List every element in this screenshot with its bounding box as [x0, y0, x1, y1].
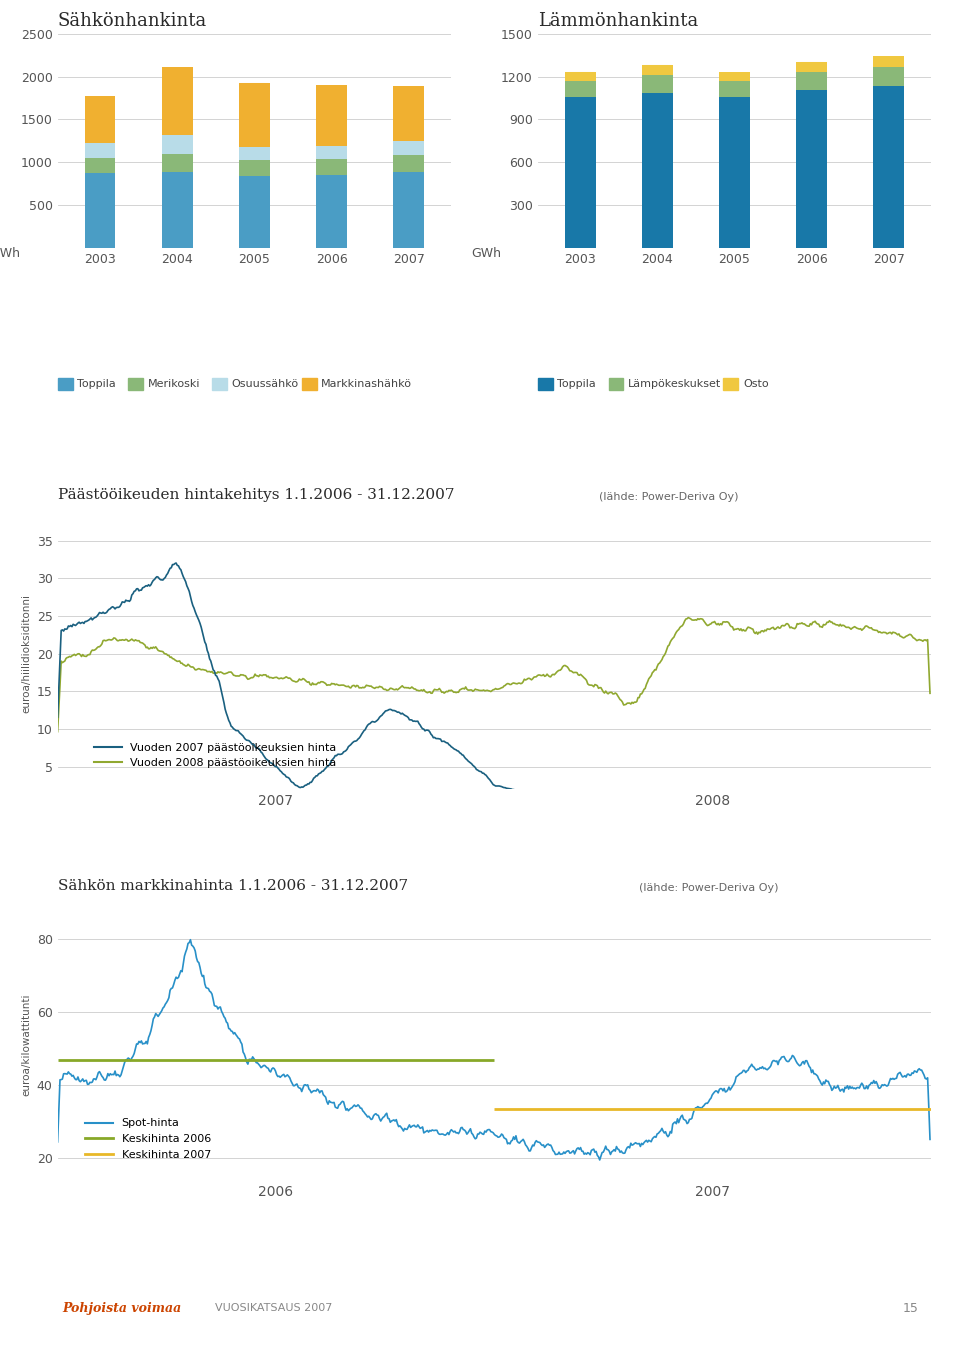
Text: Lämpökeskukset: Lämpökeskukset	[628, 379, 722, 389]
Legend: Spot-hinta, Keskihinta 2006, Keskihinta 2007: Spot-hinta, Keskihinta 2006, Keskihinta …	[81, 1114, 216, 1164]
Bar	[239, 175, 270, 248]
Bar	[84, 174, 115, 248]
Text: Toppila: Toppila	[77, 379, 116, 389]
Text: GWh: GWh	[470, 247, 501, 259]
Text: Päästööikeuden hintakehitys 1.1.2006 - 31.12.2007: Päästööikeuden hintakehitys 1.1.2006 - 3…	[58, 489, 454, 502]
Bar	[796, 62, 827, 72]
Bar	[874, 57, 904, 66]
Bar	[719, 96, 750, 248]
Bar	[239, 160, 270, 175]
Bar	[162, 172, 193, 248]
Text: (lähde: Power-Deriva Oy): (lähde: Power-Deriva Oy)	[638, 883, 778, 893]
Bar	[564, 98, 595, 248]
Text: GWh: GWh	[0, 247, 21, 259]
Bar	[129, 379, 143, 389]
Bar	[239, 83, 270, 148]
Text: Lämmönhankinta: Lämmönhankinta	[538, 12, 698, 30]
Bar	[642, 75, 673, 92]
Bar	[564, 72, 595, 80]
Bar	[301, 379, 317, 389]
Text: 15: 15	[902, 1301, 918, 1315]
Bar	[84, 142, 115, 159]
Bar	[724, 379, 738, 389]
Bar	[538, 379, 553, 389]
Bar	[162, 68, 193, 134]
Bar	[212, 379, 227, 389]
Bar	[394, 156, 424, 172]
Bar	[239, 148, 270, 160]
Text: Osto: Osto	[743, 379, 769, 389]
Text: (lähde: Power-Deriva Oy): (lähde: Power-Deriva Oy)	[599, 493, 739, 502]
Bar	[796, 72, 827, 90]
Text: VUOSIKATSAUS 2007: VUOSIKATSAUS 2007	[215, 1304, 332, 1314]
Text: Merikoski: Merikoski	[148, 379, 201, 389]
Bar	[162, 134, 193, 155]
Text: Pohjoista voimaa: Pohjoista voimaa	[62, 1301, 181, 1315]
Y-axis label: euroa/kilowattitunti: euroa/kilowattitunti	[21, 993, 31, 1096]
Text: Osuussähkö: Osuussähkö	[231, 379, 299, 389]
Bar	[316, 175, 347, 248]
Bar	[162, 155, 193, 172]
Bar	[874, 85, 904, 248]
Bar	[719, 81, 750, 96]
Legend: Vuoden 2007 päästöoikeuksien hinta, Vuoden 2008 päästöoikeuksien hinta: Vuoden 2007 päästöoikeuksien hinta, Vuod…	[89, 738, 341, 772]
Bar	[719, 72, 750, 81]
Bar	[394, 141, 424, 156]
Bar	[316, 145, 347, 159]
Bar	[84, 96, 115, 142]
Bar	[642, 65, 673, 75]
Bar	[874, 66, 904, 85]
Bar	[394, 172, 424, 248]
Y-axis label: euroa/hiilidioksiditonni: euroa/hiilidioksiditonni	[21, 594, 32, 714]
Bar	[564, 80, 595, 98]
Bar	[642, 92, 673, 248]
Text: Markkinashähkö: Markkinashähkö	[322, 379, 412, 389]
Bar	[316, 159, 347, 175]
Bar	[796, 90, 827, 248]
Bar	[84, 159, 115, 174]
Text: Toppila: Toppila	[558, 379, 596, 389]
Bar	[316, 85, 347, 145]
Bar	[609, 379, 623, 389]
Text: Sähkönhankinta: Sähkönhankinta	[58, 12, 206, 30]
Bar	[58, 379, 73, 389]
Bar	[394, 85, 424, 141]
Text: Sähkön markkinahinta 1.1.2006 - 31.12.2007: Sähkön markkinahinta 1.1.2006 - 31.12.20…	[58, 879, 408, 893]
